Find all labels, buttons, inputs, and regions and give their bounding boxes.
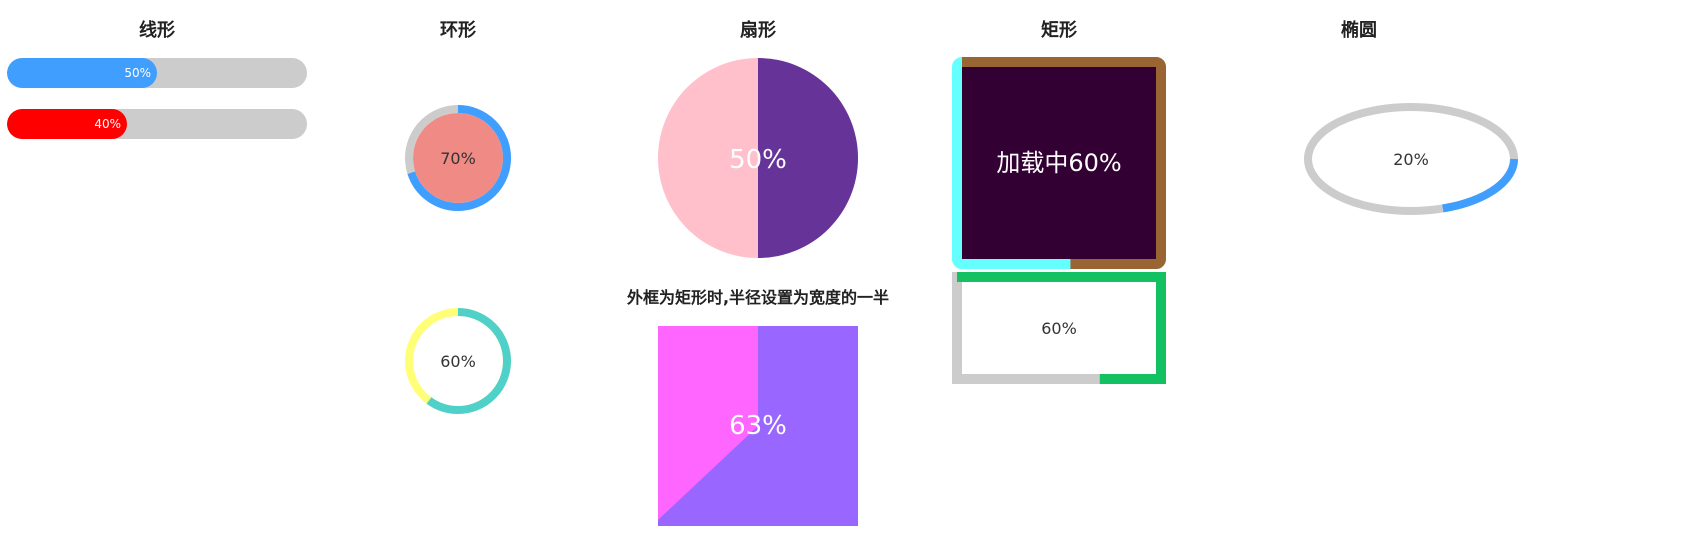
ring-progress-2-arc xyxy=(405,308,511,414)
title-line: 线形 xyxy=(139,20,175,41)
ring-progress-2-inner xyxy=(413,316,503,406)
title-ellipse: 椭圆 xyxy=(1341,20,1377,41)
rect-progress-2: 60% xyxy=(952,272,1166,384)
sector-progress-label: 50% xyxy=(729,145,787,175)
rect-progress-2-label: 60% xyxy=(1041,319,1077,338)
ring-progress-1-label: 70% xyxy=(440,149,476,168)
ring-progress-1-inner xyxy=(413,113,503,203)
line-progress-2-label: 40% xyxy=(94,117,121,131)
rect-progress-1-arc xyxy=(952,57,1166,269)
rect-progress-2-bg xyxy=(957,277,1161,379)
ring-progress-1-arc xyxy=(405,105,511,211)
line-progress-2: 40% xyxy=(7,109,307,139)
rect-progress-1: 加载中60% xyxy=(952,57,1166,269)
square-note: 外框为矩形时,半径设置为宽度的一半 xyxy=(626,288,890,307)
sector-progress: 50% xyxy=(658,58,858,258)
ellipse-progress: 20% xyxy=(1304,103,1518,215)
line-progress-1-label: 50% xyxy=(124,66,151,80)
line-progress-1: 50% xyxy=(7,58,307,88)
title-rect: 矩形 xyxy=(1041,20,1077,41)
rect-progress-1-label: 加载中60% xyxy=(996,149,1121,177)
ring-progress-1: 70% xyxy=(405,105,511,211)
ring-progress-2-label: 60% xyxy=(440,352,476,371)
line-progress-1-fill: 50% xyxy=(7,58,157,88)
ellipse-progress-arc xyxy=(1442,158,1518,213)
square-progress-label: 63% xyxy=(729,411,787,441)
rect-progress-2-arc xyxy=(952,272,1166,384)
line-progress-2-fill: 40% xyxy=(7,109,127,139)
square-progress: 63% xyxy=(658,326,858,526)
rect-progress-1-bg xyxy=(957,62,1161,264)
sector-progress-right xyxy=(758,58,858,258)
ellipse-progress-label: 20% xyxy=(1393,150,1429,169)
title-ring: 环形 xyxy=(440,20,476,41)
square-progress-fill xyxy=(658,326,858,526)
ring-progress-2: 60% xyxy=(405,308,511,414)
title-sector: 扇形 xyxy=(740,20,776,41)
